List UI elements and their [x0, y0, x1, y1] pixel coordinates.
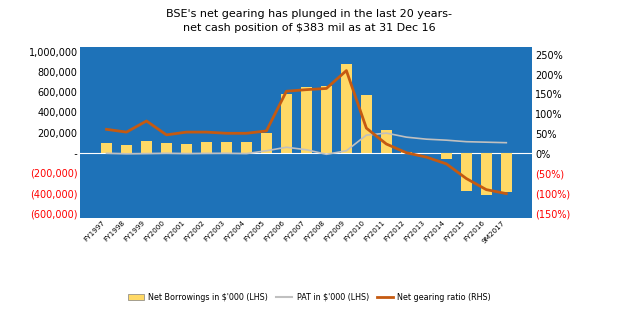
Bar — [361, 95, 372, 153]
Text: BSE's net gearing has plunged in the last 20 years-
net cash position of $383 mi: BSE's net gearing has plunged in the las… — [167, 9, 452, 32]
Bar — [201, 142, 212, 153]
Bar — [141, 141, 152, 153]
Bar — [501, 153, 512, 192]
Legend: Net Borrowings in $'000 (LHS), PAT in $'000 (LHS), Net gearing ratio (RHS): Net Borrowings in $'000 (LHS), PAT in $'… — [125, 290, 494, 305]
Bar — [221, 142, 232, 153]
Bar — [261, 133, 272, 153]
Bar — [121, 145, 132, 153]
Bar — [481, 153, 492, 195]
Bar — [381, 129, 392, 153]
Bar — [161, 143, 172, 153]
Bar — [101, 143, 112, 153]
Bar — [401, 152, 412, 153]
Bar — [301, 87, 312, 153]
Bar — [281, 94, 292, 153]
Bar — [441, 153, 452, 159]
Bar — [341, 65, 352, 153]
Bar — [461, 153, 472, 191]
Bar — [241, 142, 252, 153]
Bar — [321, 86, 332, 153]
Bar — [181, 144, 192, 153]
